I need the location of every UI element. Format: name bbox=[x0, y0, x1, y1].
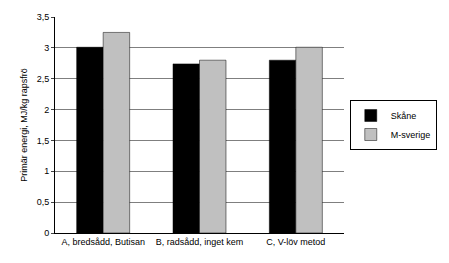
svg-text:2,5: 2,5 bbox=[37, 74, 50, 84]
svg-text:B, radsådd, inget kem: B, radsådd, inget kem bbox=[156, 237, 244, 247]
svg-text:A, bredsådd, Butisan: A, bredsådd, Butisan bbox=[61, 237, 145, 247]
svg-text:0: 0 bbox=[44, 228, 49, 238]
svg-text:1: 1 bbox=[44, 166, 49, 176]
svg-text:Primär energi, MJ/kg rapsfrö: Primär energi, MJ/kg rapsfrö bbox=[19, 68, 29, 182]
svg-text:M-sverige: M-sverige bbox=[391, 130, 431, 140]
svg-text:1,5: 1,5 bbox=[37, 136, 50, 146]
svg-text:3: 3 bbox=[44, 43, 49, 53]
svg-text:3,5: 3,5 bbox=[37, 12, 50, 22]
svg-text:0,5: 0,5 bbox=[37, 197, 50, 207]
svg-text:Skåne: Skåne bbox=[391, 111, 417, 121]
svg-text:C, V-löv metod: C, V-löv metod bbox=[266, 237, 325, 247]
svg-text:2: 2 bbox=[44, 105, 49, 115]
